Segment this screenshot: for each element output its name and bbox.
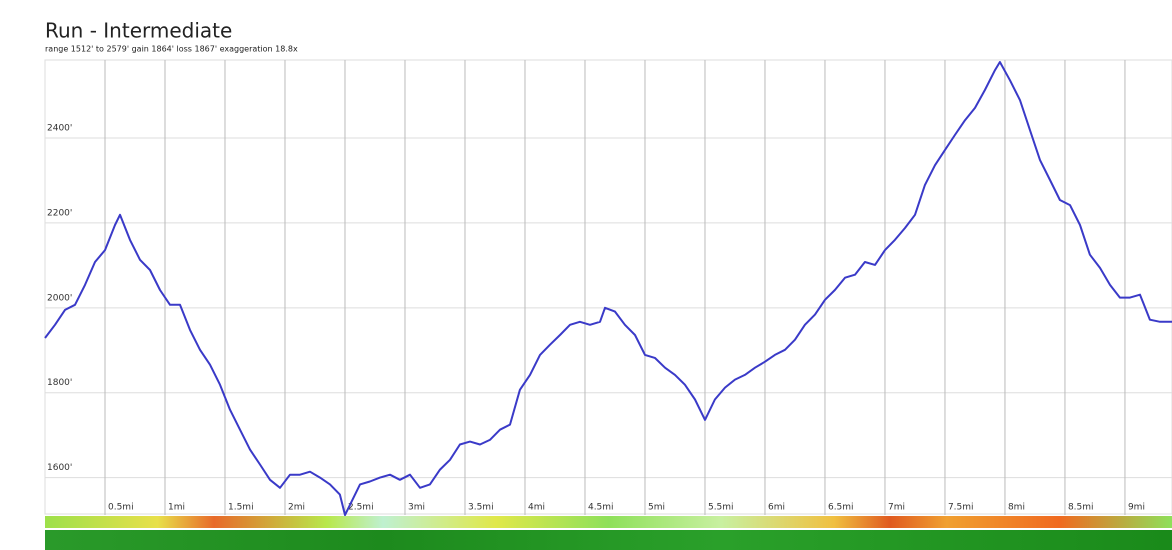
- x-tick-label: 9mi: [1128, 503, 1145, 513]
- plot-area: [44, 59, 1172, 515]
- x-tick-label: 7mi: [888, 503, 905, 513]
- x-tick-label: 6mi: [768, 503, 785, 513]
- x-tick-label: 1.5mi: [228, 503, 254, 513]
- chart-title: Run - Intermediate: [45, 19, 232, 43]
- y-tick-label: 1600': [47, 463, 72, 473]
- y-tick-label: 2400': [47, 123, 72, 133]
- chart-subtitle: range 1512' to 2579' gain 1864' loss 186…: [45, 45, 298, 54]
- x-tick-label: 3mi: [408, 503, 425, 513]
- x-tick-label: 8mi: [1008, 503, 1025, 513]
- x-tick-label: 1mi: [168, 503, 185, 513]
- x-tick-label: 2.5mi: [348, 503, 374, 513]
- y-tick-label: 2200': [47, 208, 72, 218]
- x-tick-label: 8.5mi: [1068, 503, 1094, 513]
- x-tick-label: 5.5mi: [708, 503, 734, 513]
- x-tick-label: 6.5mi: [828, 503, 854, 513]
- x-tick-label: 3.5mi: [468, 503, 494, 513]
- y-tick-label: 2000': [47, 293, 72, 303]
- x-tick-label: 4mi: [528, 503, 545, 513]
- x-tick-label: 2mi: [288, 503, 305, 513]
- slope-bar: [45, 516, 1172, 528]
- x-tick-label: 4.5mi: [588, 503, 614, 513]
- surface-bar: [45, 530, 1172, 550]
- x-tick-label: 7.5mi: [948, 503, 974, 513]
- x-tick-label: 0.5mi: [108, 503, 134, 513]
- x-tick-label: 5mi: [648, 503, 665, 513]
- y-tick-label: 1800': [47, 378, 72, 388]
- elevation-line: [44, 61, 1172, 516]
